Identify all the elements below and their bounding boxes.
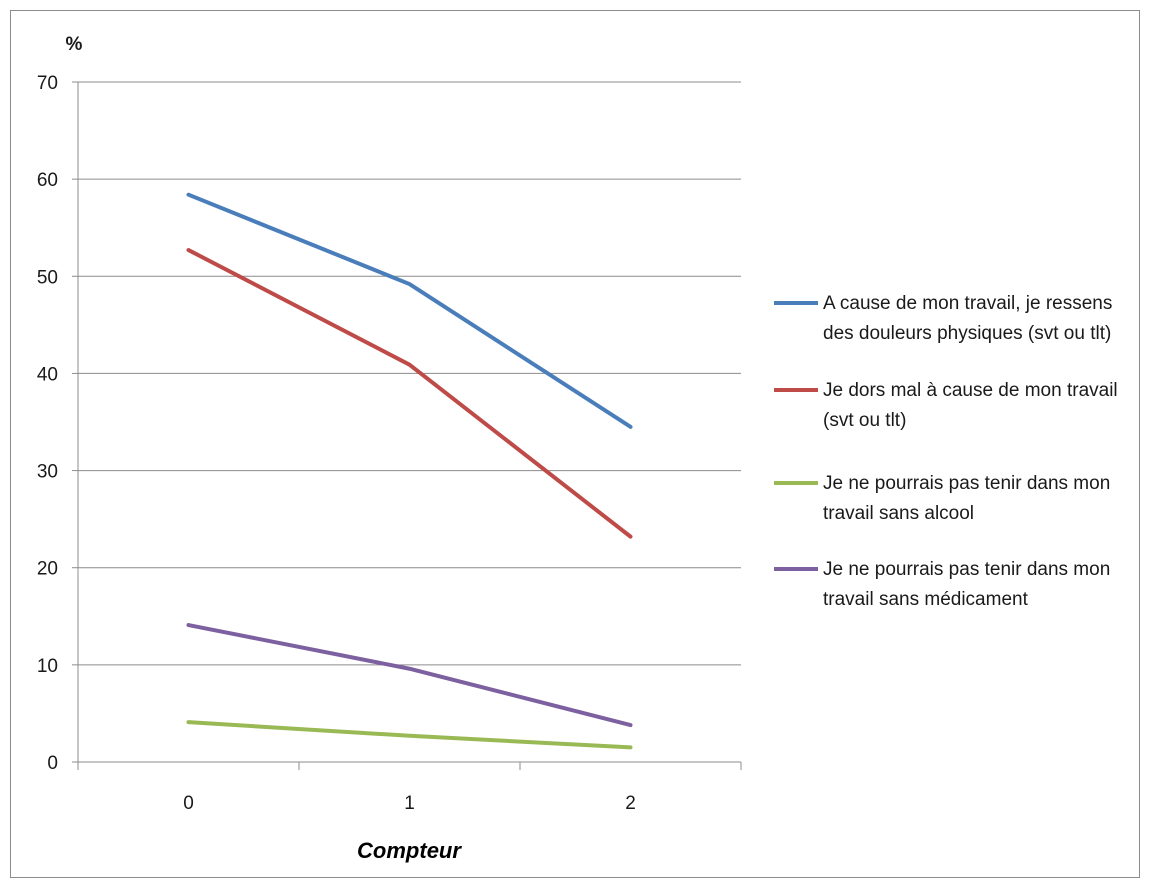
series-line-4 (186, 623, 633, 728)
y-tick-label: 0 (47, 753, 58, 774)
series-lines (186, 192, 633, 750)
series-line-3 (186, 720, 633, 750)
legend-label-2: Je dors mal à cause de mon travail (svt o… (823, 380, 1118, 431)
series-line-2 (186, 248, 633, 539)
x-axis-label: Compteur (357, 838, 462, 863)
axes (72, 81, 742, 770)
x-tick-label: 0 (183, 793, 194, 814)
y-tick-label: 60 (37, 170, 58, 191)
y-tick-label: 40 (37, 364, 58, 385)
gridlines (78, 81, 741, 666)
y-tick-label: 70 (37, 73, 58, 94)
legend-label-4: Je ne pourrais pas tenir dans mon travail… (823, 559, 1110, 610)
x-tick-label: 2 (625, 793, 636, 814)
y-tick-label: 50 (37, 267, 58, 288)
x-tick-label: 1 (404, 793, 415, 814)
y-tick-label: 10 (37, 656, 58, 677)
chart-frame (10, 10, 1140, 878)
legend-label-3: Je ne pourrais pas tenir dans mon travail… (823, 473, 1110, 524)
y-tick-labels: 0 10 20 30 40 50 60 70 (37, 73, 58, 774)
legend: A cause de mon travail, je ressens des do… (774, 293, 1118, 610)
y-tick-label: 30 (37, 462, 58, 483)
series-line-1 (186, 192, 633, 429)
y-tick-label: 20 (37, 559, 58, 580)
x-tick-labels: 0 1 2 (183, 793, 636, 814)
legend-label-1: A cause de mon travail, je ressens des do… (823, 293, 1112, 344)
y-axis-label: % (66, 34, 83, 55)
